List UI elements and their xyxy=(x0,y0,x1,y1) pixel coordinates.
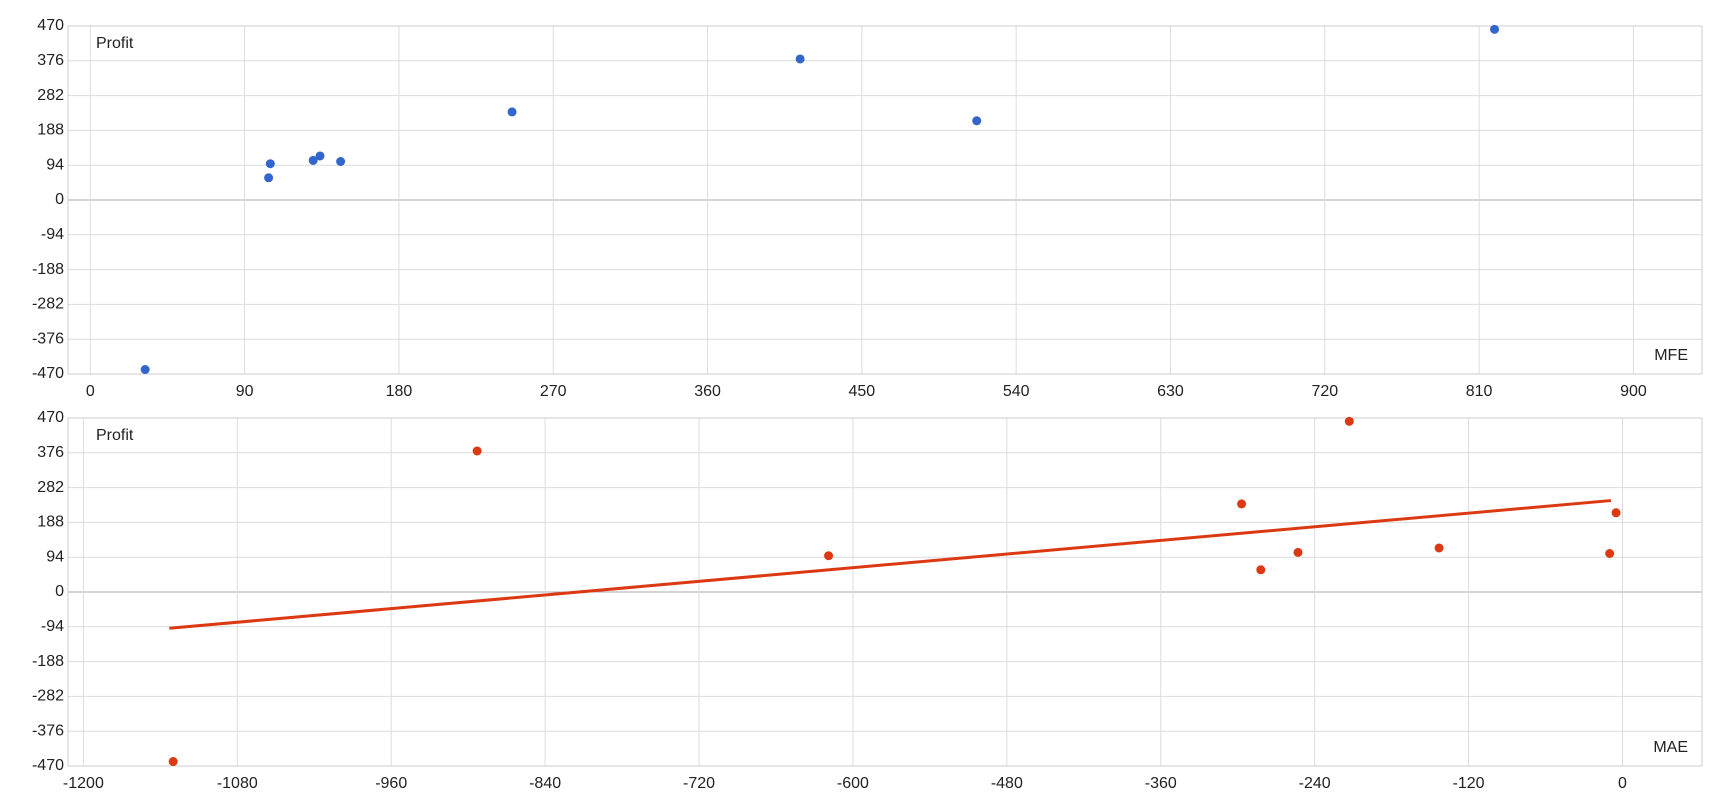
x-tick-label: -840 xyxy=(529,775,561,792)
x-tick-label: 0 xyxy=(1618,775,1627,792)
data-point xyxy=(795,54,805,64)
data-point xyxy=(264,173,274,183)
data-point xyxy=(1344,416,1354,426)
y-tick-label: 282 xyxy=(37,87,64,104)
y-tick-label: -470 xyxy=(32,757,64,774)
y-tick-label: -94 xyxy=(41,618,64,635)
x-tick-label: 810 xyxy=(1466,383,1493,400)
data-point xyxy=(472,446,482,456)
data-point xyxy=(824,551,834,561)
data-point xyxy=(315,151,325,161)
x-tick-label: 270 xyxy=(540,383,567,400)
x-tick-label: 360 xyxy=(694,383,721,400)
data-point xyxy=(507,107,517,117)
x-tick-label: 900 xyxy=(1620,383,1647,400)
x-tick-label: 0 xyxy=(86,383,95,400)
x-tick-label: -1200 xyxy=(63,775,104,792)
x-tick-label: 630 xyxy=(1157,383,1184,400)
x-tick-label: 90 xyxy=(236,383,254,400)
data-point xyxy=(1256,565,1266,575)
y-tick-label: 0 xyxy=(55,583,64,600)
y-tick-label: 376 xyxy=(37,444,64,461)
y-tick-label: -282 xyxy=(32,296,64,313)
y-tick-label: 188 xyxy=(37,514,64,531)
data-point xyxy=(308,155,318,165)
data-point xyxy=(1237,499,1247,509)
x-tick-label: -720 xyxy=(683,775,715,792)
y-tick-label: -188 xyxy=(32,653,64,670)
x-axis-title: MFE xyxy=(1654,347,1688,364)
y-axis-title: Profit xyxy=(96,35,134,52)
data-point xyxy=(1605,548,1615,558)
y-tick-label: 376 xyxy=(37,52,64,69)
x-tick-label: 450 xyxy=(849,383,876,400)
x-tick-label: 720 xyxy=(1311,383,1338,400)
y-tick-label: 0 xyxy=(55,191,64,208)
x-tick-label: 540 xyxy=(1003,383,1030,400)
x-tick-label: -360 xyxy=(1145,775,1177,792)
trendline xyxy=(169,499,1612,630)
x-tick-label: -960 xyxy=(375,775,407,792)
y-tick-label: -188 xyxy=(32,261,64,278)
data-point xyxy=(1434,543,1444,553)
x-axis-title: MAE xyxy=(1653,739,1688,756)
x-tick-label: -1080 xyxy=(217,775,258,792)
data-point xyxy=(265,159,275,169)
data-point xyxy=(168,757,178,767)
y-axis-title: Profit xyxy=(96,427,134,444)
y-tick-label: -94 xyxy=(41,226,64,243)
y-tick-label: 470 xyxy=(37,409,64,426)
x-tick-label: -600 xyxy=(837,775,869,792)
y-tick-label: 188 xyxy=(37,122,64,139)
data-point xyxy=(140,365,150,375)
x-tick-label: -480 xyxy=(991,775,1023,792)
y-tick-label: -282 xyxy=(32,688,64,705)
y-tick-label: 94 xyxy=(46,156,64,173)
x-tick-label: -120 xyxy=(1453,775,1485,792)
y-tick-label: 94 xyxy=(46,548,64,565)
data-point xyxy=(972,116,982,126)
y-tick-label: 282 xyxy=(37,479,64,496)
y-tick-label: 470 xyxy=(37,17,64,34)
y-tick-label: -376 xyxy=(32,722,64,739)
x-tick-label: -240 xyxy=(1299,775,1331,792)
x-tick-label: 180 xyxy=(386,383,413,400)
data-point xyxy=(336,156,346,166)
y-tick-label: -470 xyxy=(32,365,64,382)
data-point xyxy=(1611,508,1621,518)
data-point xyxy=(1293,547,1303,557)
y-tick-label: -376 xyxy=(32,330,64,347)
plot-border xyxy=(67,417,1703,767)
plot-border xyxy=(67,25,1703,375)
data-point xyxy=(1490,24,1500,34)
